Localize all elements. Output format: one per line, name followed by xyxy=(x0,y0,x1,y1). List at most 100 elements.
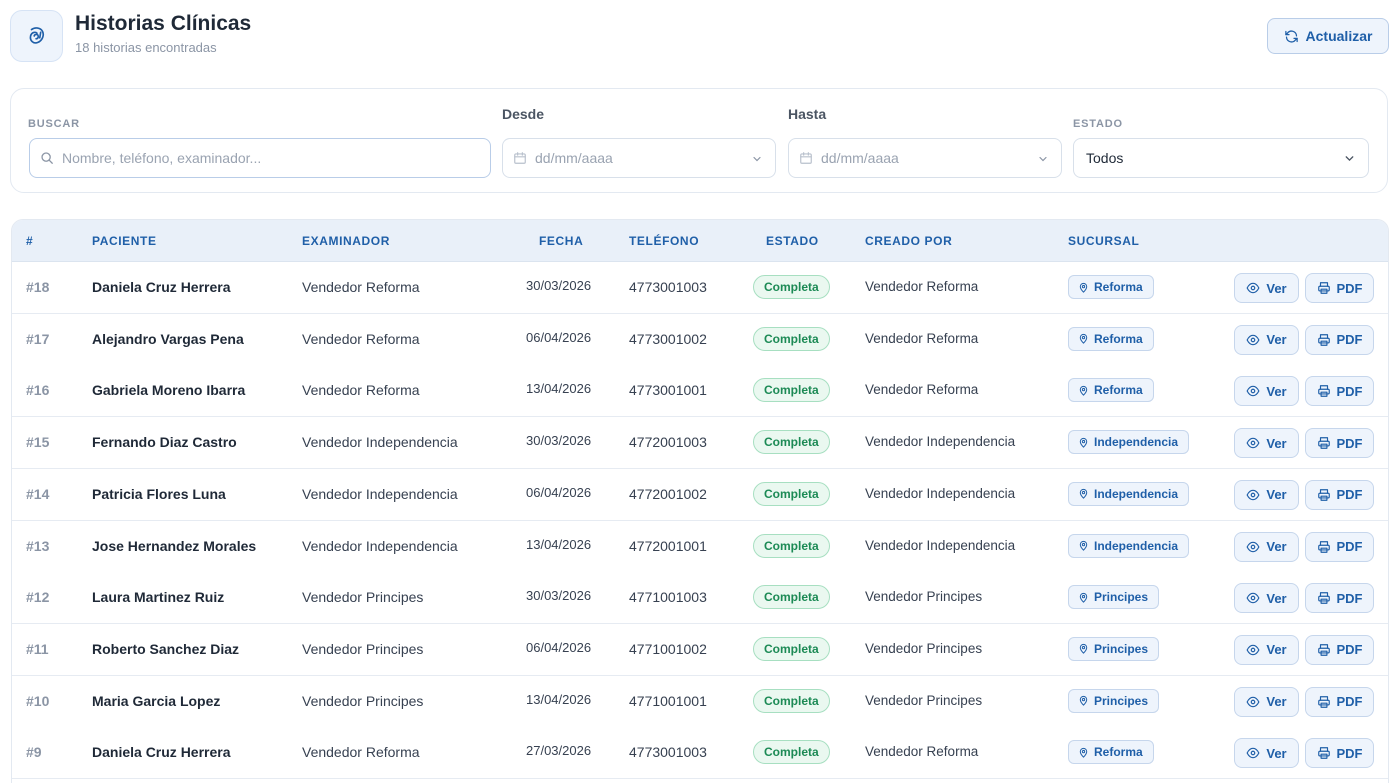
examiner-name: Vendedor Reforma xyxy=(302,330,420,347)
view-button[interactable]: Ver xyxy=(1234,634,1299,665)
view-button[interactable]: Ver xyxy=(1234,273,1299,303)
pdf-label: PDF xyxy=(1336,642,1363,658)
to-date-field[interactable]: dd/mm/aaaa xyxy=(788,138,1062,178)
view-button[interactable]: Ver xyxy=(1234,479,1299,510)
printer-icon xyxy=(1317,281,1331,295)
status-badge: Completa xyxy=(753,326,830,351)
eye-icon xyxy=(1246,333,1260,347)
record-date: 27/03/2026 xyxy=(526,743,592,759)
table-row[interactable]: #16 Gabriela Moreno Ibarra Vendedor Reform… xyxy=(12,365,1388,418)
phone-number: 4772001001 xyxy=(629,537,707,554)
pdf-button[interactable]: PDF xyxy=(1305,531,1374,562)
table-header: # PACIENTE EXAMINADOR FECHA TELÉFONO EST… xyxy=(12,220,1388,262)
pdf-button[interactable]: PDF xyxy=(1305,479,1374,510)
table-row[interactable]: #13 Jose Hernandez Morales Vendedor Indepe… xyxy=(12,520,1388,573)
status-badge: Completa xyxy=(753,378,830,403)
location-pin-icon xyxy=(1078,333,1089,344)
view-button[interactable]: Ver xyxy=(1234,428,1299,459)
view-label: Ver xyxy=(1266,280,1287,296)
pdf-button[interactable]: PDF xyxy=(1305,376,1374,407)
search-input[interactable] xyxy=(62,150,490,166)
view-label: Ver xyxy=(1266,332,1287,348)
pdf-button[interactable]: PDF xyxy=(1305,686,1374,717)
table-row[interactable]: #12 Laura Martinez Ruiz Vendedor Principes… xyxy=(12,572,1388,625)
record-id: #17 xyxy=(26,330,50,347)
from-date-field[interactable]: dd/mm/aaaa xyxy=(502,138,776,178)
branch-label: Principes xyxy=(1094,693,1149,708)
branch-badge: Principes xyxy=(1068,585,1160,610)
calendar-icon xyxy=(513,151,527,165)
location-pin-icon xyxy=(1078,540,1089,551)
created-by: Vendedor Independencia xyxy=(865,485,1016,501)
col-branch: SUCURSAL xyxy=(1068,234,1140,248)
created-by: Vendedor Reforma xyxy=(865,330,979,346)
record-date: 13/04/2026 xyxy=(526,381,592,397)
table-row[interactable]: #18 Daniela Cruz Herrera Vendedor Reforma 3… xyxy=(12,262,1388,314)
pdf-button[interactable]: PDF xyxy=(1305,738,1374,769)
phone-number: 4772001003 xyxy=(629,434,707,451)
view-label: Ver xyxy=(1266,383,1287,399)
chevron-down-icon[interactable] xyxy=(751,152,763,170)
location-pin-icon xyxy=(1078,282,1089,293)
eye-icon xyxy=(1246,695,1260,709)
record-id: #15 xyxy=(26,434,50,451)
status-badge: Completa xyxy=(753,430,830,455)
view-button[interactable]: Ver xyxy=(1234,686,1299,717)
phone-number: 4773001002 xyxy=(629,330,707,347)
phone-number: 4772001002 xyxy=(629,485,707,502)
pdf-button[interactable]: PDF xyxy=(1305,583,1374,614)
phone-number: 4771001001 xyxy=(629,692,707,709)
col-created-by: CREADO POR xyxy=(865,234,953,248)
status-badge: Completa xyxy=(753,481,830,506)
chevron-down-icon[interactable] xyxy=(1037,152,1049,170)
pdf-button[interactable]: PDF xyxy=(1305,324,1374,355)
printer-icon xyxy=(1317,540,1331,554)
patient-name: Alejandro Vargas Pena xyxy=(92,330,244,347)
to-date-input[interactable]: dd/mm/aaaa xyxy=(821,150,899,166)
status-badge: Completa xyxy=(753,740,830,765)
branch-label: Independencia xyxy=(1094,538,1179,553)
view-button[interactable]: Ver xyxy=(1234,738,1299,769)
pdf-button[interactable]: PDF xyxy=(1305,634,1374,665)
from-date-input[interactable]: dd/mm/aaaa xyxy=(535,150,613,166)
table-row[interactable]: #14 Patricia Flores Luna Vendedor Independ… xyxy=(12,468,1388,521)
created-by: Vendedor Reforma xyxy=(865,382,979,398)
view-button[interactable]: Ver xyxy=(1234,324,1299,355)
search-field[interactable] xyxy=(29,138,491,178)
from-date-label: Desde xyxy=(502,106,545,122)
branch-label: Principes xyxy=(1094,590,1149,605)
chevron-down-icon xyxy=(1343,152,1356,170)
table-row[interactable]: #9 Daniela Cruz Herrera Vendedor Reforma 27… xyxy=(12,727,1388,780)
view-button[interactable]: Ver xyxy=(1234,531,1299,562)
col-examiner: EXAMINADOR xyxy=(302,234,391,248)
table-row[interactable]: #15 Fernando Diaz Castro Vendedor Independ… xyxy=(12,417,1388,470)
branch-badge: Principes xyxy=(1068,688,1160,713)
branch-badge: Independencia xyxy=(1068,481,1190,506)
patient-name: Gabriela Moreno Ibarra xyxy=(92,382,246,399)
branch-label: Reforma xyxy=(1094,331,1143,346)
table-row[interactable]: #10 Maria Garcia Lopez Vendedor Principes 1… xyxy=(12,675,1388,728)
created-by: Vendedor Principes xyxy=(865,692,983,708)
refresh-button[interactable]: Actualizar xyxy=(1267,18,1389,54)
branch-badge: Principes xyxy=(1068,636,1160,661)
record-date: 06/04/2026 xyxy=(526,484,592,500)
view-label: Ver xyxy=(1266,642,1287,658)
branch-badge: Independencia xyxy=(1068,430,1190,455)
phone-number: 4773001003 xyxy=(629,279,707,295)
pdf-button[interactable]: PDF xyxy=(1305,428,1374,459)
table-row[interactable]: #17 Alejandro Vargas Pena Vendedor Reforma… xyxy=(12,313,1388,366)
status-select[interactable]: Todos xyxy=(1073,138,1369,178)
eye-icon xyxy=(1246,746,1260,760)
view-button[interactable]: Ver xyxy=(1234,376,1299,407)
view-label: Ver xyxy=(1266,694,1287,710)
created-by: Vendedor Principes xyxy=(865,640,983,656)
status-badge: Completa xyxy=(753,688,830,713)
patient-name: Daniela Cruz Herrera xyxy=(92,744,231,761)
pdf-button[interactable]: PDF xyxy=(1305,273,1374,303)
page-header: Historias Clínicas 18 historias encontra… xyxy=(10,10,1390,64)
record-id: #16 xyxy=(26,382,50,399)
table-row[interactable]: #11 Roberto Sanchez Diaz Vendedor Principe… xyxy=(12,623,1388,676)
view-button[interactable]: Ver xyxy=(1234,583,1299,614)
examiner-name: Vendedor Independencia xyxy=(302,485,458,502)
record-date: 30/03/2026 xyxy=(526,588,592,604)
